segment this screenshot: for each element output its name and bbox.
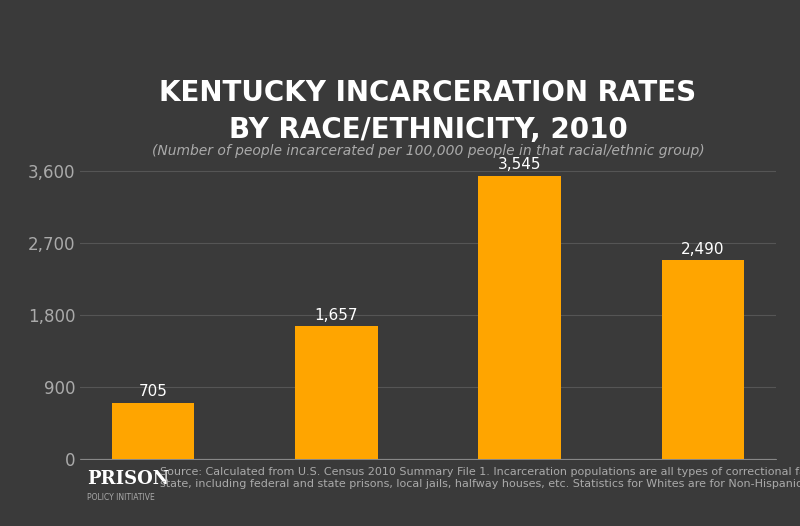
Text: PRISON: PRISON xyxy=(87,470,170,488)
Text: BY RACE/ETHNICITY, 2010: BY RACE/ETHNICITY, 2010 xyxy=(229,116,627,144)
Text: Source: Calculated from U.S. Census 2010 Summary File 1. Incarceration populatio: Source: Calculated from U.S. Census 2010… xyxy=(160,467,800,489)
Bar xyxy=(295,327,378,459)
Text: (Number of people incarcerated per 100,000 people in that racial/ethnic group): (Number of people incarcerated per 100,0… xyxy=(152,144,704,158)
Text: 2,490: 2,490 xyxy=(682,242,725,257)
Bar xyxy=(662,260,744,459)
Text: KENTUCKY INCARCERATION RATES: KENTUCKY INCARCERATION RATES xyxy=(159,79,697,107)
Bar xyxy=(112,402,194,459)
Bar xyxy=(478,176,561,459)
Text: POLICY INITIATIVE: POLICY INITIATIVE xyxy=(87,493,154,502)
Text: 705: 705 xyxy=(138,385,167,399)
Text: 3,545: 3,545 xyxy=(498,157,542,173)
Text: 1,657: 1,657 xyxy=(314,308,358,323)
